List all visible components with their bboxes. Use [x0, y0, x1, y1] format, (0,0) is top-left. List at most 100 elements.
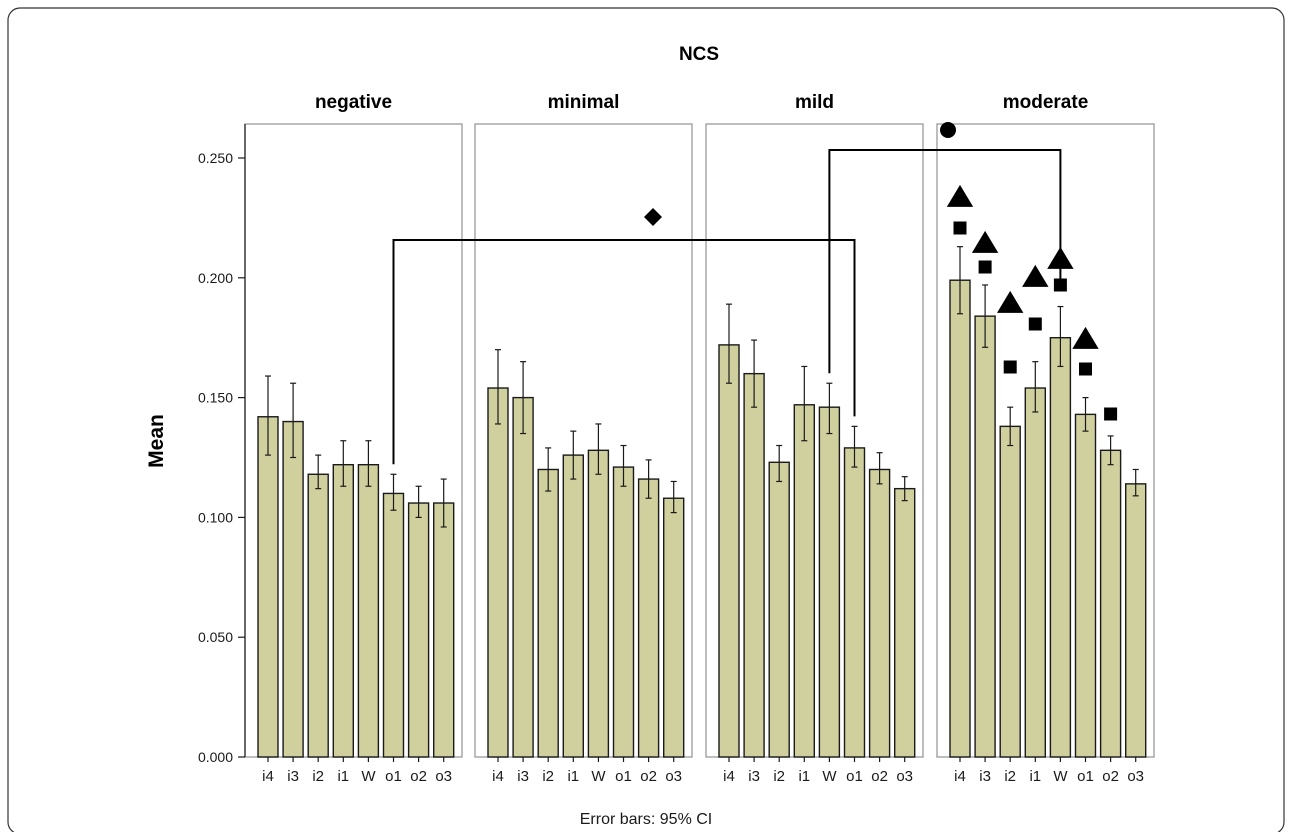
y-axis-label: Mean: [145, 414, 168, 468]
x-tick-label: o2: [871, 768, 888, 785]
triangle-marker: [946, 184, 974, 207]
x-tick-label: i2: [542, 768, 554, 785]
x-tick-label: i1: [798, 768, 810, 785]
square-marker: [1079, 362, 1092, 376]
square-marker: [1003, 360, 1017, 374]
x-tick-label: o3: [665, 768, 682, 785]
x-tick-label: o2: [1102, 768, 1119, 785]
y-tick-label: 0.250: [198, 150, 233, 166]
x-tick-label: i3: [979, 768, 991, 785]
bar: [718, 344, 740, 758]
x-tick-label: i2: [773, 768, 785, 785]
x-tick-label: W: [1053, 768, 1068, 785]
triangle-marker: [971, 230, 999, 253]
bar: [307, 473, 329, 758]
bar: [257, 416, 279, 758]
x-tick-label: W: [591, 768, 606, 785]
figure-frame: [7, 7, 1285, 832]
bar: [487, 387, 509, 758]
bar: [868, 468, 891, 758]
y-tick-label: 0.150: [198, 390, 233, 406]
diamond-marker: [644, 208, 662, 226]
bar: [562, 454, 584, 758]
error-bars-footnote: Error bars: 95% CI: [580, 811, 712, 828]
triangle-marker: [997, 290, 1024, 313]
x-tick-label: o1: [1077, 768, 1094, 785]
panel-title: minimal: [548, 92, 620, 113]
x-tick-label: o2: [410, 768, 427, 785]
x-tick-label: i4: [262, 768, 274, 785]
bar: [1074, 413, 1097, 758]
panel-title: negative: [315, 92, 392, 113]
x-tick-label: i2: [1004, 768, 1016, 785]
panel-title: moderate: [1003, 92, 1089, 113]
triangle-marker: [1047, 246, 1074, 269]
x-tick-label: i4: [723, 768, 735, 785]
bar: [637, 478, 660, 758]
panel-title: mild: [795, 92, 834, 113]
bar: [282, 420, 304, 758]
bar: [433, 502, 455, 758]
bar: [843, 447, 866, 758]
bar: [382, 492, 405, 758]
x-tick-label: W: [361, 768, 376, 785]
x-tick-label: i4: [492, 768, 504, 785]
bar: [793, 404, 815, 758]
y-tick-label: 0.100: [198, 509, 233, 525]
bar: [587, 449, 610, 758]
x-tick-label: o1: [615, 768, 632, 785]
bar: [1124, 483, 1147, 758]
triangle-marker: [1072, 326, 1099, 349]
triangle-marker: [1022, 264, 1049, 287]
x-tick-label: i3: [748, 768, 760, 785]
square-marker: [978, 260, 992, 274]
y-axis: 0.000 0.050 0.100 0.150 0.200 0.250: [198, 124, 246, 765]
bar: [612, 466, 635, 758]
chart-title: NCS: [679, 44, 719, 65]
x-tick-label: i1: [337, 768, 349, 785]
bar: [999, 425, 1021, 758]
y-tick-label: 0.200: [198, 270, 233, 286]
bar: [818, 406, 841, 758]
bar: [663, 497, 685, 758]
x-tick-label: o3: [896, 768, 913, 785]
x-tick-label: i1: [567, 768, 579, 785]
x-tick-label: i4: [954, 768, 966, 785]
circle-marker: [940, 122, 956, 138]
bar: [743, 372, 765, 758]
bar: [894, 487, 916, 758]
bar: [768, 461, 790, 758]
x-tick-label: i3: [287, 768, 299, 785]
y-tick-label: 0.000: [198, 749, 233, 765]
bar: [332, 463, 354, 758]
x-tick-label: i1: [1029, 768, 1041, 785]
significance-bracket: [828, 149, 1062, 374]
bar: [949, 279, 971, 758]
bar: [1024, 387, 1047, 758]
x-tick-label: o1: [846, 768, 863, 785]
bar: [974, 315, 996, 758]
bar: [357, 463, 380, 758]
square-marker: [953, 221, 967, 235]
x-tick-label: o1: [385, 768, 402, 785]
significance-annotations: [392, 122, 1118, 465]
bar: [1099, 449, 1122, 758]
x-tick-label: o3: [435, 768, 452, 785]
x-tick-label: W: [822, 768, 837, 785]
x-tick-label: o2: [640, 768, 657, 785]
bar: [512, 396, 534, 758]
x-tick-label: o3: [1127, 768, 1144, 785]
x-tick-label: i2: [312, 768, 324, 785]
y-tick-label: 0.050: [198, 629, 233, 645]
x-tick-label: i3: [517, 768, 529, 785]
square-marker: [1028, 317, 1042, 331]
significance-bracket: [392, 239, 856, 465]
square-marker: [1104, 407, 1118, 421]
bar: [1049, 337, 1072, 758]
